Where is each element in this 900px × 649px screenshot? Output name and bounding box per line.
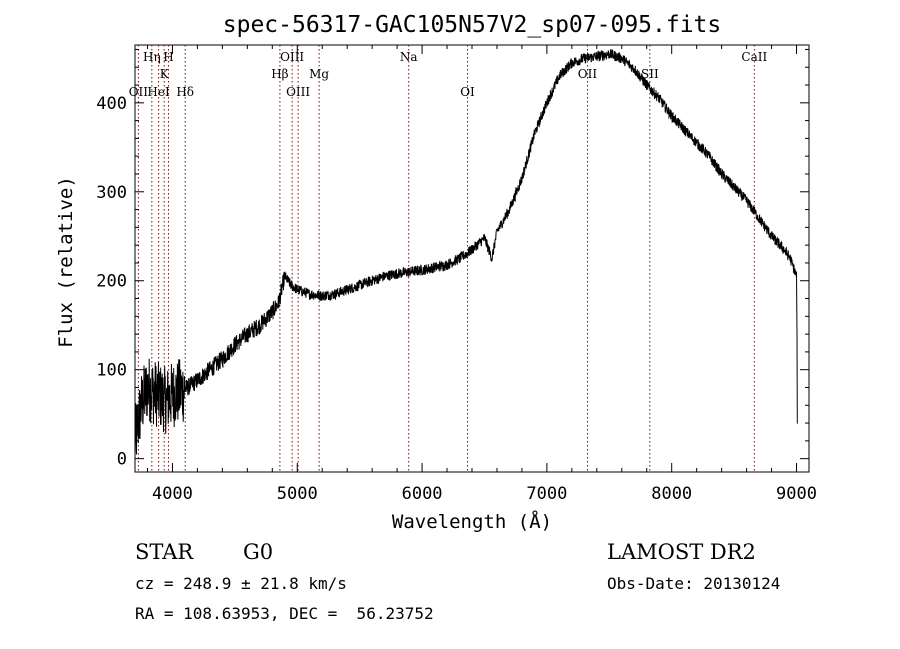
coordinates-readout: RA = 108.63953, DEC = 56.23752 <box>135 604 434 623</box>
redshift-readout: cz = 248.9 ± 21.8 km/s <box>135 574 347 593</box>
spectral-line-label: OI <box>460 85 475 99</box>
y-tick-label: 100 <box>96 361 127 381</box>
x-tick-label: 9000 <box>776 484 817 504</box>
spectral-line-label: SII <box>641 67 659 81</box>
marker-layer: OII Hη HeI KH Hδ Hβ OIII OIII Mg Na OI OII SII CaII <box>129 45 767 472</box>
spectrum-chart: spec-56317-GAC105N57V2_sp07-095.fits OII… <box>55 12 817 533</box>
y-tick-label: 200 <box>96 272 127 292</box>
spectrum-line <box>134 49 798 455</box>
plot-frame <box>134 44 810 473</box>
object-subclass: G0 <box>243 540 274 564</box>
spectral-line-label: Hβ <box>271 67 288 81</box>
y-axis-label: Flux (relative) <box>55 176 77 348</box>
spectral-line-label: HeI <box>147 85 170 99</box>
x-tick-label: 6000 <box>402 484 443 504</box>
axis-layer: 4000 5000 6000 7000 8000 9000 0 100 200 300 400 <box>96 45 817 504</box>
spectral-line-label: Hδ <box>176 85 194 99</box>
survey-name: LAMOST DR2 <box>607 540 756 564</box>
spectral-line-label: K <box>160 67 170 81</box>
x-tick-label: 7000 <box>526 484 567 504</box>
spectral-line-label: Hη <box>143 50 161 64</box>
y-tick-label: 0 <box>117 450 127 470</box>
chart-title: spec-56317-GAC105N57V2_sp07-095.fits <box>223 12 722 38</box>
spectral-line-label: OIII <box>286 85 310 99</box>
x-tick-label: 5000 <box>277 484 318 504</box>
y-tick-label: 400 <box>96 94 127 114</box>
spectral-line-label: Na <box>400 50 418 64</box>
x-tick-label: 8000 <box>651 484 692 504</box>
spectral-line-label: CaII <box>741 50 767 64</box>
y-tick-label: 300 <box>96 183 127 203</box>
x-axis-label: Wavelength (Å) <box>392 510 552 533</box>
spectral-line-label: OII <box>578 67 598 81</box>
x-tick-label: 4000 <box>152 484 193 504</box>
spectral-line-label: OIII <box>280 50 304 64</box>
object-class: STAR <box>135 540 194 564</box>
spectral-line-label: OII <box>129 85 149 99</box>
spectral-line-label: H <box>163 50 173 64</box>
spectral-line-label: Mg <box>309 67 329 81</box>
observation-date: Obs-Date: 20130124 <box>607 574 781 593</box>
